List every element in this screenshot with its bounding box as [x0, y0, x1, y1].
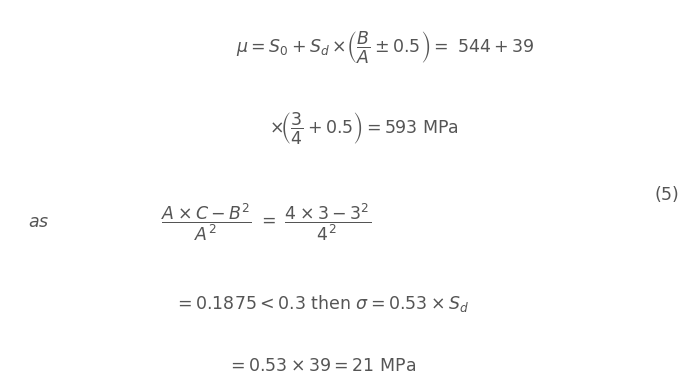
Text: $\dfrac{A \times C - B^2}{A^2} \ = \ \dfrac{4 \times 3 - 3^2}{4^2}$: $\dfrac{A \times C - B^2}{A^2} \ = \ \df… [161, 201, 371, 243]
Text: $= 0.53 \times 39 = 21\ \mathrm{MPa}$: $= 0.53 \times 39 = 21\ \mathrm{MPa}$ [228, 357, 416, 375]
Text: $\times\!\left(\dfrac{3}{4} + 0.5\right) = 593\ \mathrm{MPa}$: $\times\!\left(\dfrac{3}{4} + 0.5\right)… [269, 110, 459, 146]
Text: $(5)$: $(5)$ [654, 184, 679, 205]
Text: $= 0.1875 < 0.3\ \mathrm{then}\ \sigma = 0.53 \times S_d$: $= 0.1875 < 0.3\ \mathrm{then}\ \sigma =… [174, 293, 470, 314]
Text: $as$: $as$ [28, 213, 49, 231]
Text: $\mu = S_0 + S_d \times\!\left(\dfrac{B}{A} \pm 0.5\right) = \ 544 + 39$: $\mu = S_0 + S_d \times\!\left(\dfrac{B}… [236, 29, 534, 65]
